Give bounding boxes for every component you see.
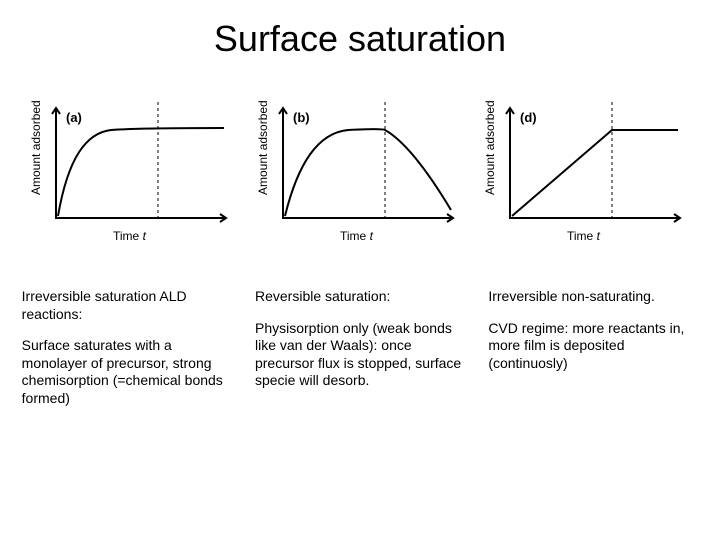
caption-a-body: Surface saturates with a monolayer of pr… — [22, 337, 232, 407]
caption-a: Irreversible saturation ALD reactions: S… — [22, 288, 232, 421]
caption-a-heading: Irreversible saturation ALD reactions: — [22, 288, 232, 323]
x-axis-label-d: Time t — [567, 229, 601, 243]
caption-d-heading: Irreversible non-saturating. — [488, 288, 698, 306]
caption-d-body: CVD regime: more reactants in, more film… — [488, 320, 698, 373]
chart-panel-d: Amount adsorbed (d) Time t — [482, 100, 692, 250]
x-axis-label-a: Time t — [113, 229, 147, 243]
chart-panel-a: Amount adsorbed (a) Time t — [28, 100, 238, 250]
caption-b-body: Physisorption only (weak bonds like van … — [255, 320, 465, 390]
caption-b-heading: Reversible saturation: — [255, 288, 465, 306]
panel-label-d: (d) — [520, 110, 537, 125]
y-axis-label-d: Amount adsorbed — [483, 100, 497, 195]
caption-d: Irreversible non-saturating. CVD regime:… — [488, 288, 698, 421]
panel-label-b: (b) — [293, 110, 310, 125]
caption-row: Irreversible saturation ALD reactions: S… — [0, 260, 720, 421]
slide-title: Surface saturation — [0, 0, 720, 70]
curve-b — [285, 129, 451, 216]
caption-b: Reversible saturation: Physisorption onl… — [255, 288, 465, 421]
chart-row: Amount adsorbed (a) Time t Amount adso — [0, 70, 720, 260]
y-axis-label-b: Amount adsorbed — [256, 100, 270, 195]
panel-label-a: (a) — [66, 110, 82, 125]
curve-d — [512, 130, 678, 216]
chart-panel-b: Amount adsorbed (b) Time t — [255, 100, 465, 250]
curve-a — [58, 128, 224, 216]
x-axis-label-b: Time t — [340, 229, 374, 243]
y-axis-label-a: Amount adsorbed — [29, 100, 43, 195]
